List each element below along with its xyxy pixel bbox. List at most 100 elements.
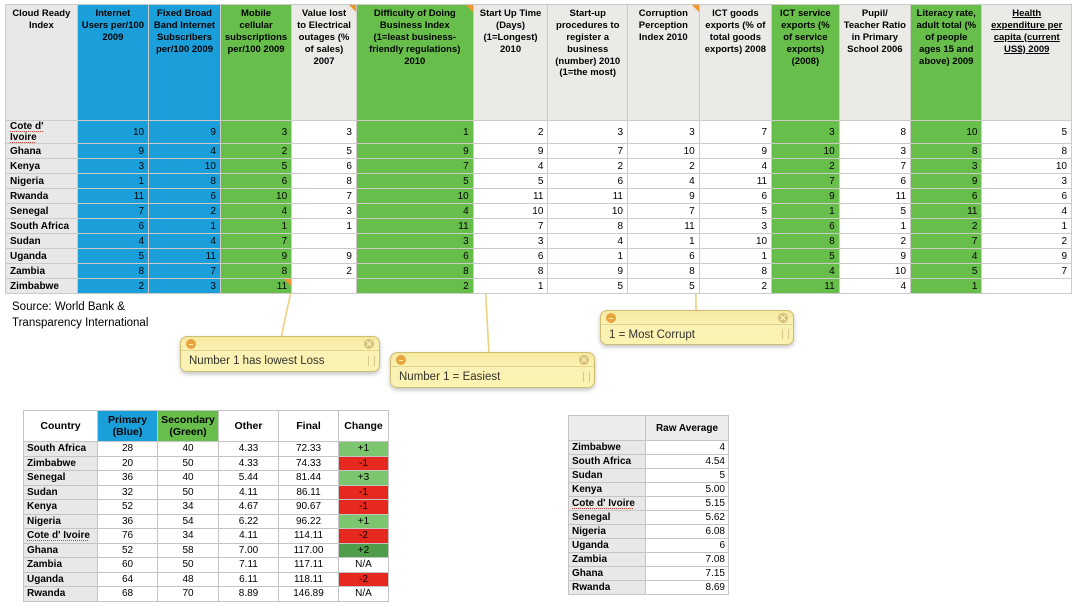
note-text[interactable]: 1 = Most Corrupt [609,329,695,341]
other-cell[interactable]: 4.11 [218,484,279,500]
column-header-0[interactable]: Internet Users per/100 2009 [76,4,150,121]
cell[interactable]: 7 [910,233,983,249]
cell[interactable]: 9 [547,263,628,279]
primary-cell[interactable]: 20 [97,455,158,471]
row-label[interactable]: Uganda [5,248,78,264]
note-text[interactable]: Number 1 = Easiest [399,371,501,383]
primary-cell[interactable]: 32 [97,484,158,500]
row-label[interactable]: Nigeria [568,524,646,539]
sticky-note-business-index[interactable]: – ✕ Number 1 = Easiest [390,352,595,388]
row-label[interactable]: Senegal [23,470,98,486]
cell[interactable]: 4 [547,233,628,249]
secondary-cell[interactable]: 40 [157,441,219,457]
collapse-note-icon[interactable]: – [186,339,196,349]
cell[interactable]: 9 [355,143,474,159]
row-label[interactable]: Zimbabwe [568,440,646,455]
cell[interactable]: 10 [547,203,628,219]
average-cell[interactable]: 6 [645,538,729,553]
cell[interactable]: 2 [219,143,293,159]
row-label[interactable]: Nigeria [5,173,78,189]
cell[interactable]: 7 [472,218,549,234]
cell[interactable]: 3 [910,158,983,174]
cell[interactable]: 6 [355,248,474,264]
cell[interactable]: 11 [547,188,628,204]
cell[interactable]: 6 [698,188,773,204]
cell[interactable]: 3 [219,120,293,144]
cell[interactable]: 8 [76,263,150,279]
secondary-cell[interactable]: 50 [157,484,219,500]
secondary-cell[interactable]: 58 [157,542,219,558]
row-label[interactable]: Senegal [5,203,78,219]
cell[interactable]: 1 [771,203,840,219]
cell[interactable]: 4 [148,143,221,159]
column-header-12[interactable]: Health expenditure per capita (current U… [981,4,1072,121]
cell[interactable]: 3 [771,120,840,144]
row-label[interactable]: Uganda [23,571,98,587]
cell[interactable]: 7 [148,263,221,279]
secondary-cell[interactable]: 40 [157,470,219,486]
final-cell[interactable]: 86.11 [278,484,339,500]
average-cell[interactable]: 5 [645,468,729,483]
cell[interactable]: 3 [355,233,474,249]
row-label[interactable]: Zimbabwe [23,455,98,471]
cell[interactable]: 9 [76,143,150,159]
cell[interactable]: 1 [355,120,474,144]
cell[interactable]: 6 [547,173,628,189]
cell[interactable]: 11 [76,188,150,204]
final-cell[interactable]: 90.67 [278,499,339,515]
column-header-2[interactable]: Mobile cellular subscriptions per/100 20… [219,4,293,121]
cell[interactable]: 1 [838,218,912,234]
secondary-cell[interactable]: 34 [157,528,219,544]
cell[interactable]: 2 [472,120,549,144]
note-text[interactable]: Number 1 has lowest Loss [189,355,325,367]
close-note-icon[interactable]: ✕ [579,355,589,365]
row-label[interactable]: Kenya [23,499,98,515]
change-cell[interactable]: -1 [338,499,389,515]
cell[interactable]: 7 [838,158,912,174]
cell[interactable]: 8 [771,233,840,249]
row-label[interactable]: Sudan [568,468,646,483]
cell[interactable]: 4 [472,158,549,174]
cell[interactable]: 11 [698,173,773,189]
average-cell[interactable]: 5.00 [645,482,729,497]
collapse-note-icon[interactable]: – [396,355,406,365]
average-cell[interactable]: 5.62 [645,510,729,525]
cell[interactable]: 3 [472,233,549,249]
cell[interactable]: 9 [838,248,912,264]
cell[interactable]: 5 [76,248,150,264]
primary-cell[interactable]: 68 [97,586,158,602]
final-cell[interactable]: 117.11 [278,557,339,573]
row-label[interactable]: Kenya [568,482,646,497]
other-cell[interactable]: 8.89 [218,586,279,602]
row-label[interactable]: Ghana [568,566,646,581]
row-label[interactable]: South Africa [23,441,98,457]
cell[interactable]: 1 [472,278,549,294]
other-cell[interactable]: 6.22 [218,513,279,529]
cell[interactable]: 1 [698,248,773,264]
cell[interactable]: 6 [291,158,357,174]
cell[interactable]: 8 [219,263,293,279]
cell[interactable]: 5 [981,120,1072,144]
primary-cell[interactable]: 52 [97,542,158,558]
sticky-note-value-lost[interactable]: – ✕ Number 1 has lowest Loss [180,336,380,372]
cell[interactable]: 1 [910,278,983,294]
secondary-cell[interactable]: 50 [157,455,219,471]
cell[interactable]: 4 [838,278,912,294]
change-cell[interactable]: +1 [338,441,389,457]
cell[interactable]: 4 [771,263,840,279]
cell[interactable]: 5 [547,278,628,294]
cell[interactable]: 6 [838,173,912,189]
cell[interactable]: 5 [838,203,912,219]
other-cell[interactable]: 4.33 [218,441,279,457]
cell[interactable] [291,233,357,249]
row-label[interactable]: Sudan [5,233,78,249]
cell[interactable]: 3 [148,278,221,294]
cell[interactable]: 9 [771,188,840,204]
cell[interactable]: 11 [771,278,840,294]
row-label[interactable]: Senegal [568,510,646,525]
row-label[interactable]: Ghana [23,542,98,558]
cell[interactable]: 6 [76,218,150,234]
cell[interactable]: 10 [981,158,1072,174]
primary-cell[interactable]: 64 [97,571,158,587]
score-header-0[interactable]: Country [23,410,98,442]
